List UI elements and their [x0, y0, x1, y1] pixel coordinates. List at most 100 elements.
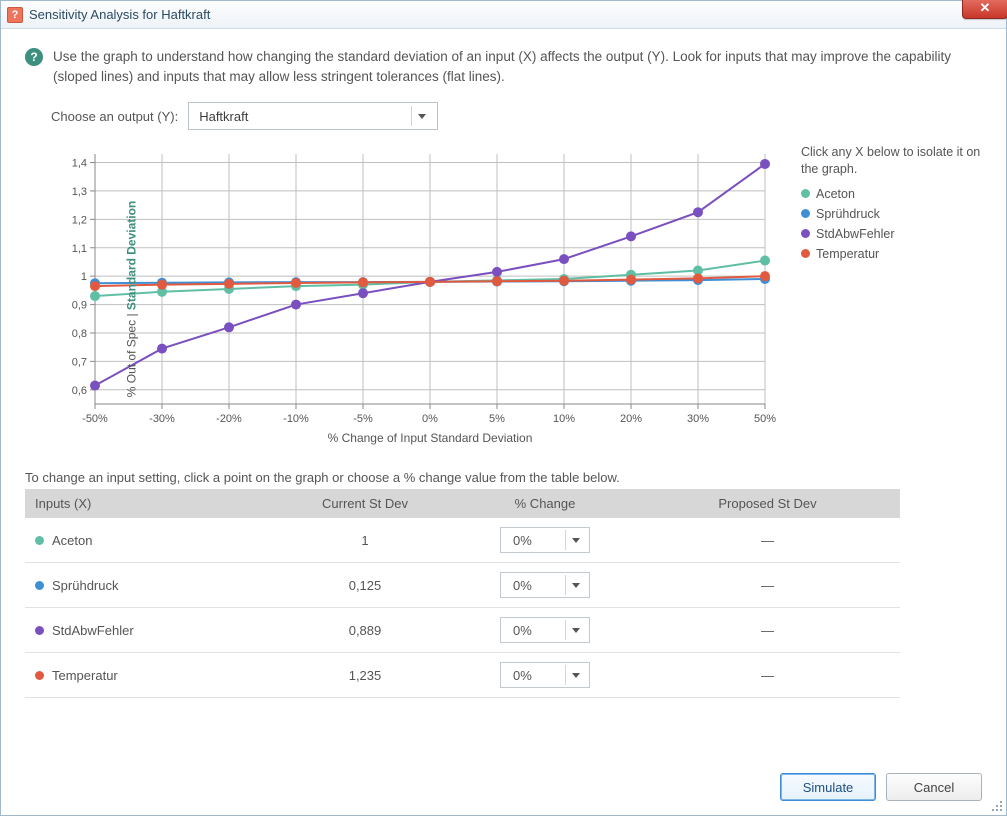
legend-label: Aceton — [816, 187, 855, 201]
help-row: ? Use the graph to understand how changi… — [25, 47, 982, 86]
svg-text:1,3: 1,3 — [72, 186, 87, 198]
svg-text:0,9: 0,9 — [72, 300, 87, 312]
cell-proposed-stdev: — — [635, 563, 900, 608]
chart-point[interactable] — [90, 281, 100, 291]
table-row: Temperatur 1,235 0% — — [25, 653, 900, 698]
y-axis-label: % Out of Spec | Standard Deviation — [124, 201, 138, 398]
chevron-down-icon — [565, 575, 585, 595]
chart-point[interactable] — [425, 277, 435, 287]
chart-point[interactable] — [559, 254, 569, 264]
y-axis-label-emph: Standard Deviation — [124, 201, 138, 310]
help-icon[interactable]: ? — [25, 48, 43, 66]
pct-change-select[interactable]: 0% — [500, 662, 590, 688]
chart-point[interactable] — [358, 288, 368, 298]
inputs-table: Inputs (X) Current St Dev % Change Propo… — [25, 489, 900, 698]
svg-text:10%: 10% — [553, 413, 575, 425]
svg-text:1,2: 1,2 — [72, 214, 87, 226]
table-header-row: Inputs (X) Current St Dev % Change Propo… — [25, 489, 900, 518]
cell-current-stdev: 0,125 — [275, 563, 455, 608]
col-change: % Change — [455, 489, 635, 518]
svg-text:-50%: -50% — [82, 413, 108, 425]
legend-item[interactable]: Sprühdruck — [801, 204, 982, 224]
simulate-button[interactable]: Simulate — [780, 773, 876, 801]
dialog-content: ? Use the graph to understand how changi… — [1, 29, 1006, 712]
row-dot-icon — [35, 581, 44, 590]
row-dot-icon — [35, 671, 44, 680]
close-icon: ✕ — [980, 0, 991, 16]
chart-point[interactable] — [90, 291, 100, 301]
svg-text:-10%: -10% — [283, 413, 309, 425]
cell-input-name: Aceton — [25, 518, 275, 563]
help-text: Use the graph to understand how changing… — [53, 47, 982, 86]
y-axis-label-plain: % Out of Spec | — [124, 310, 138, 397]
cell-pct-change: 0% — [455, 563, 635, 608]
pct-change-value: 0% — [513, 623, 532, 638]
chart-point[interactable] — [760, 256, 770, 266]
chart-point[interactable] — [157, 344, 167, 354]
chart-point[interactable] — [626, 275, 636, 285]
chart-point[interactable] — [626, 232, 636, 242]
svg-text:5%: 5% — [489, 413, 505, 425]
svg-text:50%: 50% — [754, 413, 776, 425]
app-icon: ? — [7, 7, 23, 23]
cell-current-stdev: 0,889 — [275, 608, 455, 653]
pct-change-select[interactable]: 0% — [500, 527, 590, 553]
svg-text:% Change of Input Standard Dev: % Change of Input Standard Deviation — [328, 431, 533, 445]
cancel-button[interactable]: Cancel — [886, 773, 982, 801]
svg-text:0,7: 0,7 — [72, 357, 87, 369]
chart-box: % Out of Spec | Standard Deviation 0,60,… — [25, 144, 785, 454]
chart-point[interactable] — [291, 278, 301, 288]
close-button[interactable]: ✕ — [962, 0, 1007, 19]
chart-point[interactable] — [693, 207, 703, 217]
chevron-down-icon — [565, 530, 585, 550]
chart-point[interactable] — [492, 267, 502, 277]
output-select[interactable]: Haftkraft — [188, 102, 438, 130]
sensitivity-chart[interactable]: 0,60,70,80,911,11,21,31,4-50%-30%-20%-10… — [25, 144, 785, 454]
window-title: Sensitivity Analysis for Haftkraft — [29, 7, 210, 22]
chart-point[interactable] — [90, 381, 100, 391]
row-name: StdAbwFehler — [52, 623, 134, 638]
svg-text:0%: 0% — [422, 413, 438, 425]
cell-pct-change: 0% — [455, 518, 635, 563]
chart-point[interactable] — [224, 279, 234, 289]
legend-item[interactable]: Aceton — [801, 184, 982, 204]
svg-text:0,6: 0,6 — [72, 385, 87, 397]
legend-label: StdAbwFehler — [816, 227, 895, 241]
legend-dot-icon — [801, 189, 810, 198]
chevron-down-icon — [565, 665, 585, 685]
col-current: Current St Dev — [275, 489, 455, 518]
chart-point[interactable] — [157, 280, 167, 290]
chart-point[interactable] — [760, 159, 770, 169]
cell-current-stdev: 1 — [275, 518, 455, 563]
row-name: Temperatur — [52, 668, 118, 683]
row-name: Aceton — [52, 533, 92, 548]
legend-item[interactable]: StdAbwFehler — [801, 224, 982, 244]
svg-text:1: 1 — [81, 271, 87, 283]
chart-point[interactable] — [224, 322, 234, 332]
svg-text:-30%: -30% — [149, 413, 175, 425]
pct-change-select[interactable]: 0% — [500, 617, 590, 643]
table-row: StdAbwFehler0,8890%— — [25, 608, 900, 653]
cell-current-stdev: 1,235 — [275, 653, 455, 698]
cell-proposed-stdev: — — [635, 653, 900, 698]
cell-pct-change: 0% — [455, 653, 635, 698]
output-select-value: Haftkraft — [199, 109, 248, 124]
svg-text:20%: 20% — [620, 413, 642, 425]
chart-point[interactable] — [559, 276, 569, 286]
cell-pct-change: 0% — [455, 608, 635, 653]
svg-text:1,4: 1,4 — [72, 158, 87, 170]
chart-point[interactable] — [693, 274, 703, 284]
cell-input-name: StdAbwFehler — [25, 608, 275, 653]
svg-text:0,8: 0,8 — [72, 328, 87, 340]
legend-label: Temperatur — [816, 247, 879, 261]
chart-point[interactable] — [760, 271, 770, 281]
resize-grip-icon[interactable] — [990, 799, 1004, 813]
col-proposed: Proposed St Dev — [635, 489, 900, 518]
dialog-window: ? Sensitivity Analysis for Haftkraft ✕ ?… — [0, 0, 1007, 816]
pct-change-select[interactable]: 0% — [500, 572, 590, 598]
chart-point[interactable] — [291, 300, 301, 310]
table-note: To change an input setting, click a poin… — [25, 470, 982, 485]
legend-item[interactable]: Temperatur — [801, 244, 982, 264]
chart-point[interactable] — [492, 276, 502, 286]
chart-point[interactable] — [358, 278, 368, 288]
